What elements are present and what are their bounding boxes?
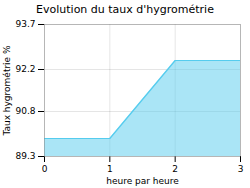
svg-text:92.2: 92.2 xyxy=(15,64,35,74)
svg-text:1: 1 xyxy=(107,164,113,174)
svg-text:93.7: 93.7 xyxy=(15,19,35,29)
svg-text:0: 0 xyxy=(42,164,48,174)
svg-text:90.8: 90.8 xyxy=(15,106,35,116)
svg-text:89.3: 89.3 xyxy=(15,151,35,161)
svg-text:2: 2 xyxy=(172,164,178,174)
svg-text:3: 3 xyxy=(238,164,244,174)
svg-text:heure par heure: heure par heure xyxy=(106,176,179,186)
html-text:Evolution du taux d'hygrométri: Evolution du taux d'hygrométrie xyxy=(36,3,214,16)
svg-text:Taux hygrométrie %: Taux hygrométrie % xyxy=(2,45,12,137)
